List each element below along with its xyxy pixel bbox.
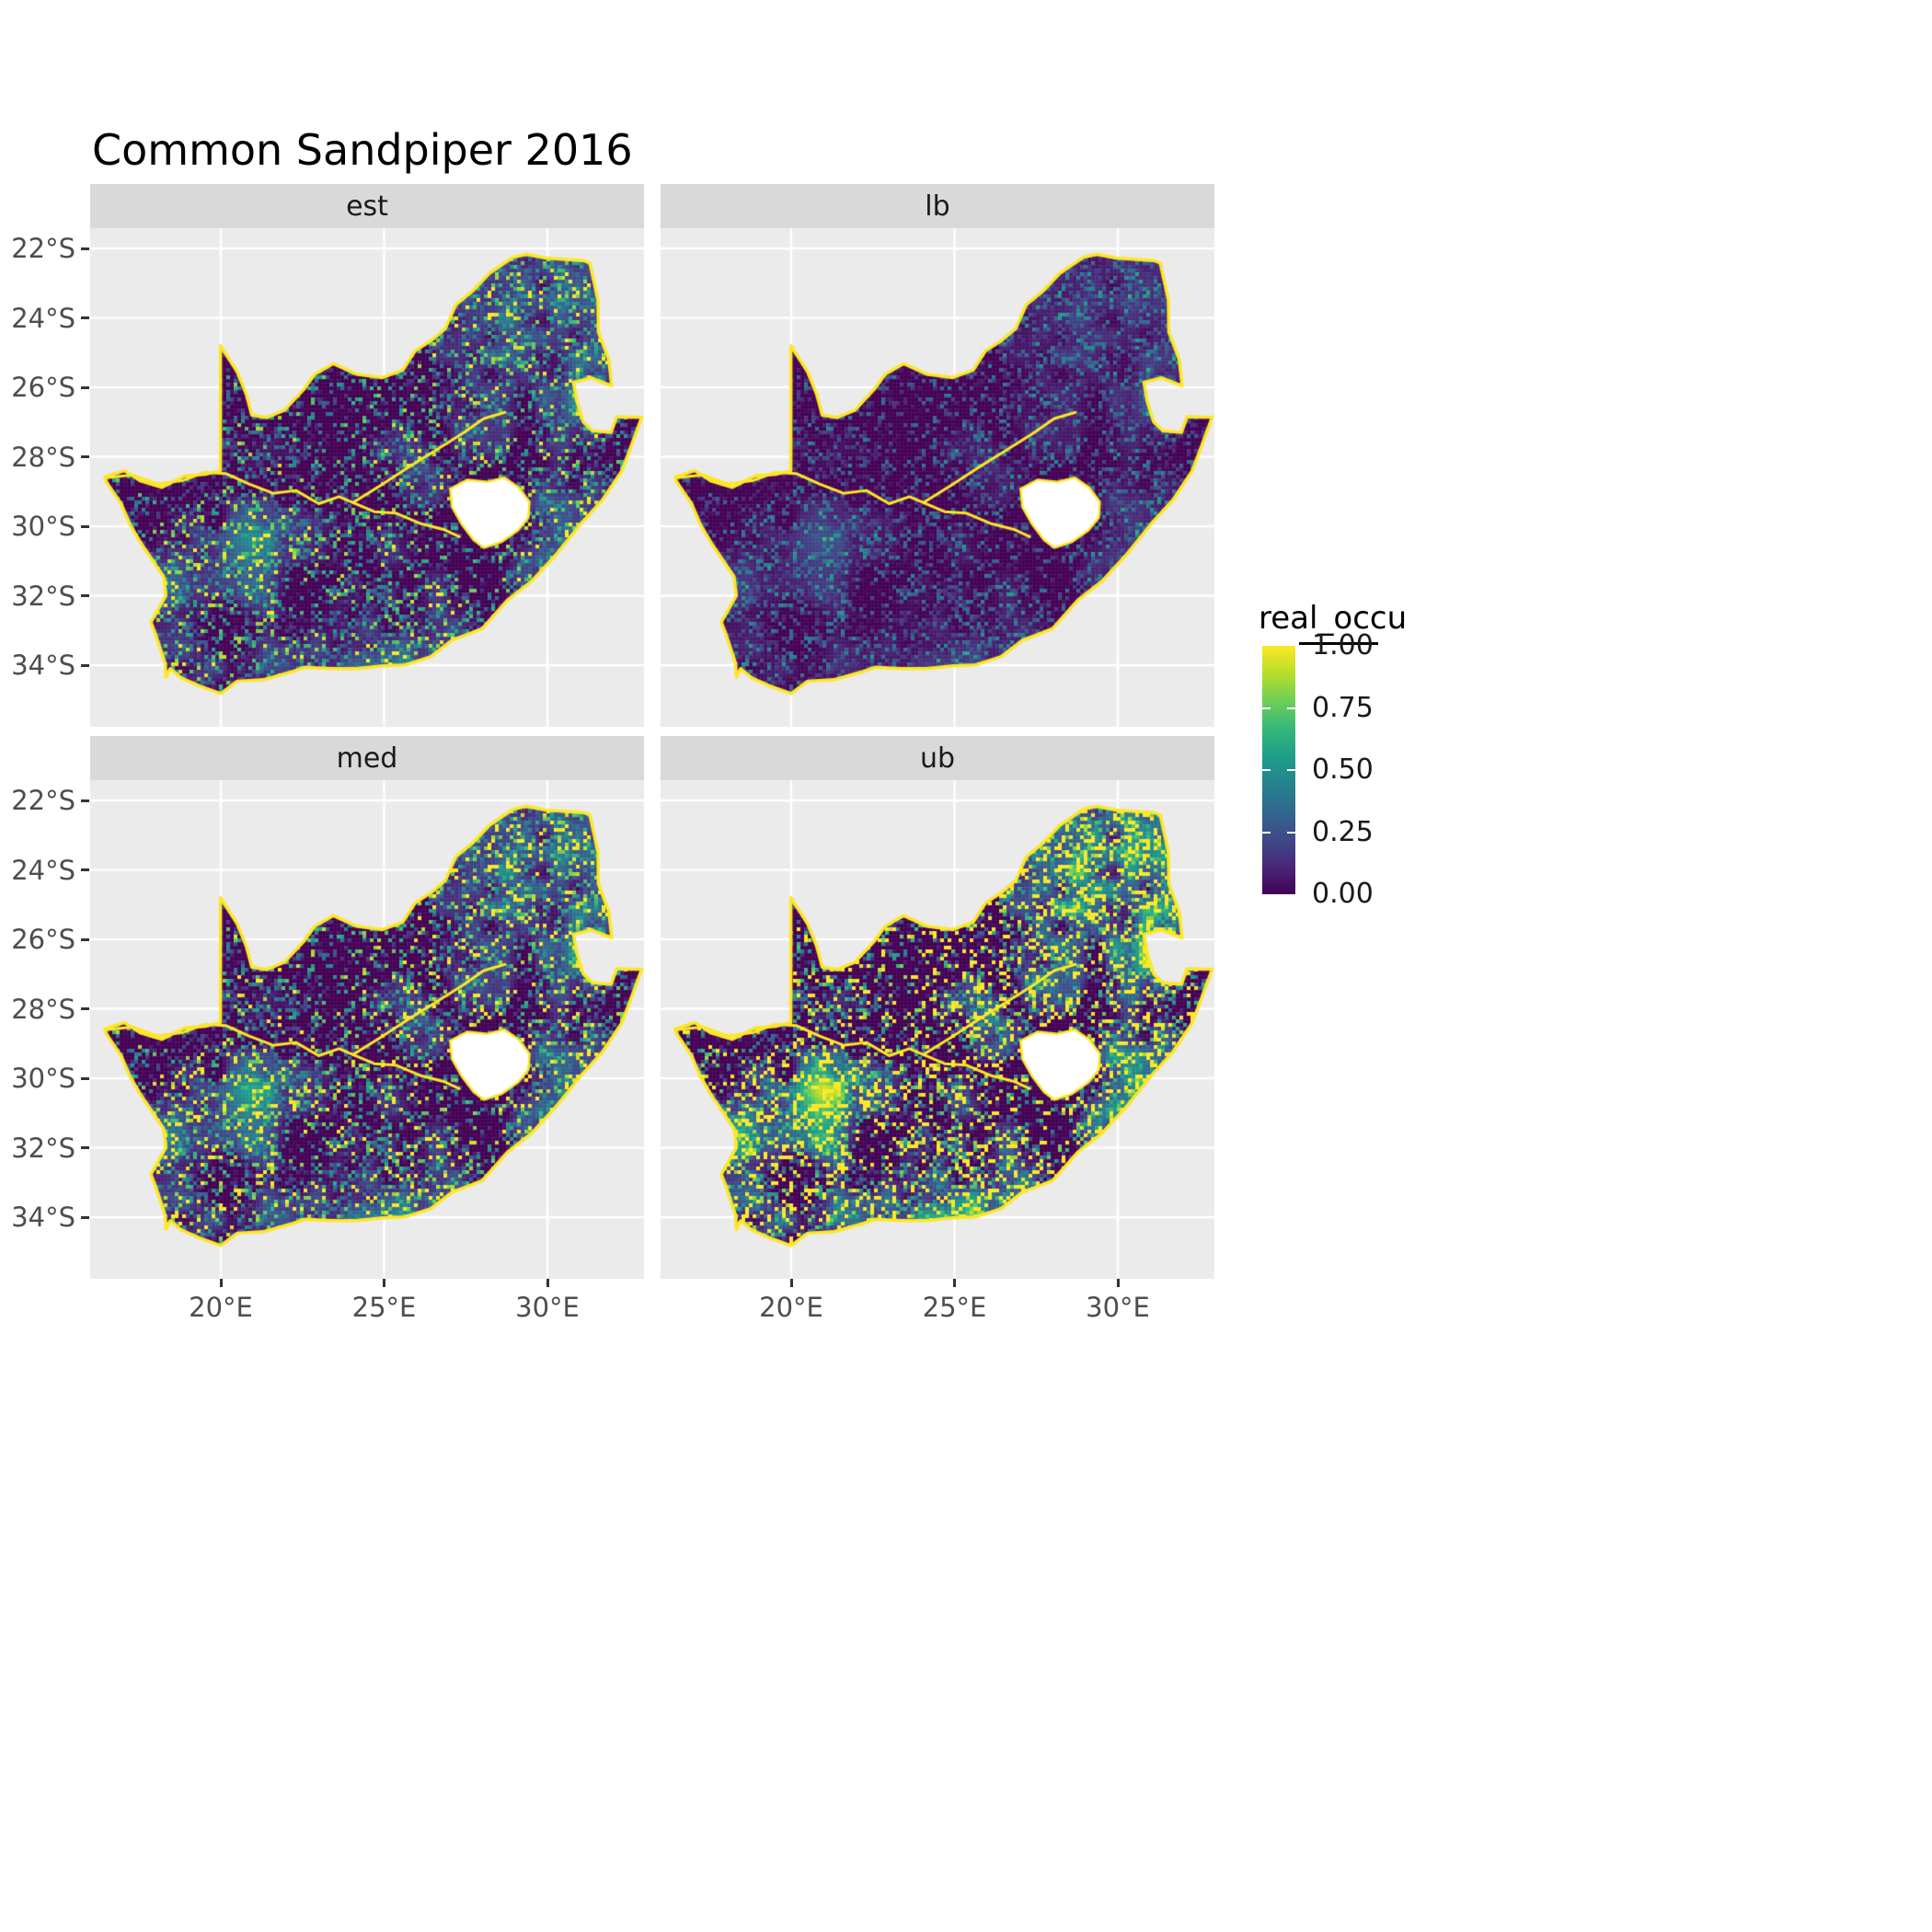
y-axis-tick-mark	[81, 799, 89, 802]
legend-label-075: 0.75	[1312, 691, 1374, 724]
legend-label-025: 0.25	[1312, 815, 1374, 848]
y-axis-tick-label: 32°S	[11, 580, 75, 612]
y-axis-tick-mark	[81, 1215, 89, 1219]
legend-tick-mark	[1262, 769, 1271, 771]
x-axis-tick-mark	[1116, 1279, 1120, 1287]
legend-tick-mark	[1262, 831, 1271, 834]
y-axis-tick-label: 32°S	[11, 1132, 75, 1164]
y-axis-tick-mark	[81, 385, 89, 389]
y-axis-tick-mark	[81, 594, 89, 597]
y-axis-tick-label: 28°S	[11, 993, 75, 1025]
y-axis-tick-label: 26°S	[11, 924, 75, 955]
x-axis-tick-label: 20°E	[189, 1292, 253, 1323]
x-axis-tick-label: 30°E	[515, 1292, 580, 1323]
legend-top-tick	[1299, 642, 1378, 645]
y-axis-tick-mark	[81, 247, 89, 250]
y-axis-tick-mark	[81, 455, 89, 458]
y-axis-tick-mark	[81, 937, 89, 941]
map-canvas-med	[90, 780, 644, 1279]
map-canvas-lb	[661, 228, 1214, 727]
legend-label-000: 0.00	[1312, 878, 1374, 910]
facet-med: med	[90, 736, 644, 1279]
legend-label-100: 1.00	[1312, 629, 1374, 661]
y-axis-tick-label: 30°S	[11, 1063, 75, 1094]
facet-strip-label-ub: ub	[919, 742, 956, 775]
x-axis-tick-mark	[219, 1279, 223, 1287]
x-axis-tick-label: 20°E	[759, 1292, 823, 1323]
legend-tick-mark	[1287, 769, 1295, 771]
facet-strip-label-lb: lb	[925, 190, 950, 223]
legend-title: real_occu	[1259, 600, 1408, 637]
y-axis-tick-label: 34°S	[11, 650, 75, 681]
plot-title: Common Sandpiper 2016	[92, 125, 633, 175]
facet-strip-med: med	[90, 736, 644, 780]
y-axis-tick-label: 22°S	[11, 233, 75, 264]
facet-lb: lb	[661, 184, 1214, 727]
map-canvas-ub	[661, 780, 1214, 1279]
legend-label-050: 0.50	[1312, 753, 1374, 786]
facet-strip-label-med: med	[336, 742, 398, 775]
facet-strip-lb: lb	[661, 184, 1214, 228]
y-axis-tick-mark	[81, 1007, 89, 1010]
y-axis-tick-mark	[81, 1076, 89, 1080]
y-axis-tick-label: 30°S	[11, 511, 75, 542]
facet-ub: ub	[661, 736, 1214, 1279]
y-axis-tick-label: 34°S	[11, 1202, 75, 1233]
x-axis-tick-mark	[789, 1279, 793, 1287]
x-axis-tick-label: 30°E	[1086, 1292, 1150, 1323]
legend-tick-mark	[1262, 707, 1271, 709]
y-axis-tick-mark	[81, 868, 89, 871]
facet-strip-label-est: est	[346, 190, 388, 223]
y-axis-tick-label: 22°S	[11, 785, 75, 816]
y-axis-tick-label: 28°S	[11, 441, 75, 473]
y-axis-tick-mark	[81, 1146, 89, 1149]
y-axis-tick-label: 24°S	[11, 854, 75, 886]
x-axis-tick-mark	[546, 1279, 549, 1287]
legend-tick-mark	[1287, 831, 1295, 834]
facet-strip-est: est	[90, 184, 644, 228]
x-axis-tick-mark	[953, 1279, 956, 1287]
x-axis-tick-label: 25°E	[922, 1292, 987, 1323]
x-axis-tick-label: 25°E	[351, 1292, 417, 1323]
y-axis-tick-mark	[81, 663, 89, 667]
facet-strip-ub: ub	[661, 736, 1214, 780]
map-canvas-est	[90, 228, 644, 727]
y-axis-tick-mark	[81, 524, 89, 528]
facet-est: est	[90, 184, 644, 727]
x-axis-tick-mark	[383, 1279, 385, 1287]
y-axis-tick-mark	[81, 316, 89, 319]
legend-tick-mark	[1287, 707, 1295, 709]
y-axis-tick-label: 26°S	[11, 372, 75, 403]
y-axis-tick-label: 24°S	[11, 302, 75, 334]
